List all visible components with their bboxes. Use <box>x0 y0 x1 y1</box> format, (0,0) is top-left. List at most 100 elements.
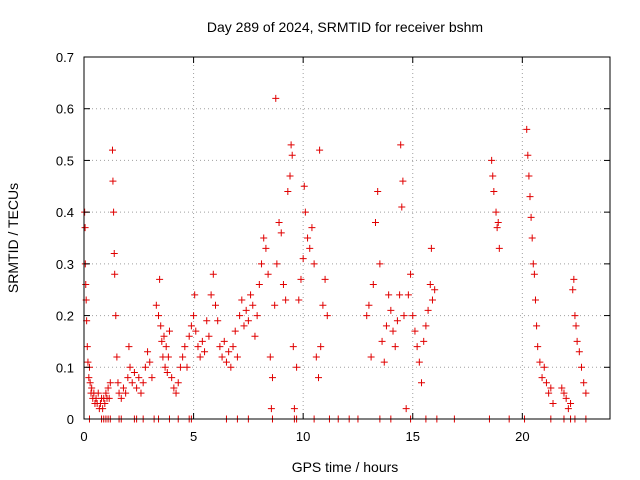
data-point <box>99 405 107 413</box>
data-point <box>397 141 405 149</box>
data-point <box>299 255 307 263</box>
data-point <box>212 301 219 309</box>
data-point <box>125 343 133 351</box>
data-point <box>168 374 176 382</box>
data-point <box>158 337 166 345</box>
data-point <box>139 379 147 387</box>
data-point <box>393 317 401 325</box>
data-point <box>141 363 149 371</box>
data-point <box>271 301 279 309</box>
data-point <box>262 244 270 252</box>
data-point <box>427 244 435 252</box>
data-point <box>102 389 110 397</box>
data-point <box>275 218 283 226</box>
data-point <box>155 312 163 320</box>
data-point <box>225 348 233 356</box>
data-point <box>492 208 500 216</box>
data-point <box>396 291 404 299</box>
data-point <box>227 363 235 371</box>
data-point <box>244 317 252 325</box>
data-point <box>268 374 276 382</box>
data-point <box>527 213 535 221</box>
data-point <box>279 281 287 289</box>
data-point <box>277 229 285 237</box>
data-point <box>160 332 168 340</box>
data-point <box>300 182 308 190</box>
data-point <box>490 187 498 195</box>
data-point <box>323 312 331 320</box>
data-point <box>165 327 173 335</box>
data-point <box>201 348 209 356</box>
y-tick-label: 0.1 <box>56 360 74 375</box>
data-point <box>569 286 577 294</box>
data-point <box>233 353 241 361</box>
data-point <box>255 281 263 289</box>
data-point <box>247 291 255 299</box>
data-point <box>315 374 323 382</box>
data-point <box>191 291 199 299</box>
data-point <box>144 348 152 356</box>
data-point <box>374 187 382 195</box>
data-point <box>117 394 125 402</box>
data-point <box>428 296 436 304</box>
data-point <box>86 379 94 387</box>
y-tick-label: 0.5 <box>56 153 74 168</box>
data-point <box>387 306 395 314</box>
data-point <box>547 384 555 392</box>
data-point <box>422 322 430 330</box>
y-tick-label: 0 <box>67 412 74 427</box>
chart-title: Day 289 of 2024, SRMTID for receiver bsh… <box>207 19 483 35</box>
data-point <box>238 296 246 304</box>
data-point <box>304 234 312 242</box>
data-point <box>540 363 548 371</box>
data-point <box>418 379 426 387</box>
data-point <box>317 343 325 351</box>
data-point <box>562 394 570 402</box>
data-point <box>264 270 272 278</box>
data-point <box>207 291 215 299</box>
data-point <box>493 224 501 232</box>
data-point <box>192 327 200 335</box>
data-point <box>260 234 268 242</box>
data-point <box>297 275 305 283</box>
data-point <box>494 218 502 226</box>
data-point <box>152 301 160 309</box>
data-point <box>400 312 408 320</box>
data-point <box>321 275 329 283</box>
data-point <box>426 281 434 289</box>
data-point <box>319 301 327 309</box>
data-point <box>301 208 309 216</box>
data-point <box>108 146 116 154</box>
data-point <box>101 399 109 407</box>
data-point <box>130 368 138 376</box>
grid-lines <box>84 57 610 419</box>
data-point <box>288 151 296 159</box>
y-tick-label: 0.6 <box>56 102 74 117</box>
data-point <box>122 389 130 397</box>
data-point <box>371 218 379 226</box>
data-point <box>282 296 290 304</box>
data-point <box>82 281 90 289</box>
data-point <box>109 177 117 185</box>
data-point <box>528 234 536 242</box>
data-point <box>530 270 538 278</box>
data-point <box>380 358 388 366</box>
data-point <box>105 394 113 402</box>
data-point <box>214 317 222 325</box>
data-point <box>316 146 324 154</box>
data-point <box>308 224 316 232</box>
data-point <box>284 187 292 195</box>
data-point <box>115 389 123 397</box>
data-point <box>81 224 89 232</box>
data-point <box>198 337 206 345</box>
data-point <box>402 405 410 413</box>
data-point <box>119 384 127 392</box>
data-point <box>251 332 259 340</box>
data-point <box>391 343 399 351</box>
data-point <box>209 270 217 278</box>
y-axis-label: SRMTID / TECUs <box>5 183 21 293</box>
data-point <box>128 379 136 387</box>
data-point <box>220 337 228 345</box>
data-point <box>181 343 189 351</box>
